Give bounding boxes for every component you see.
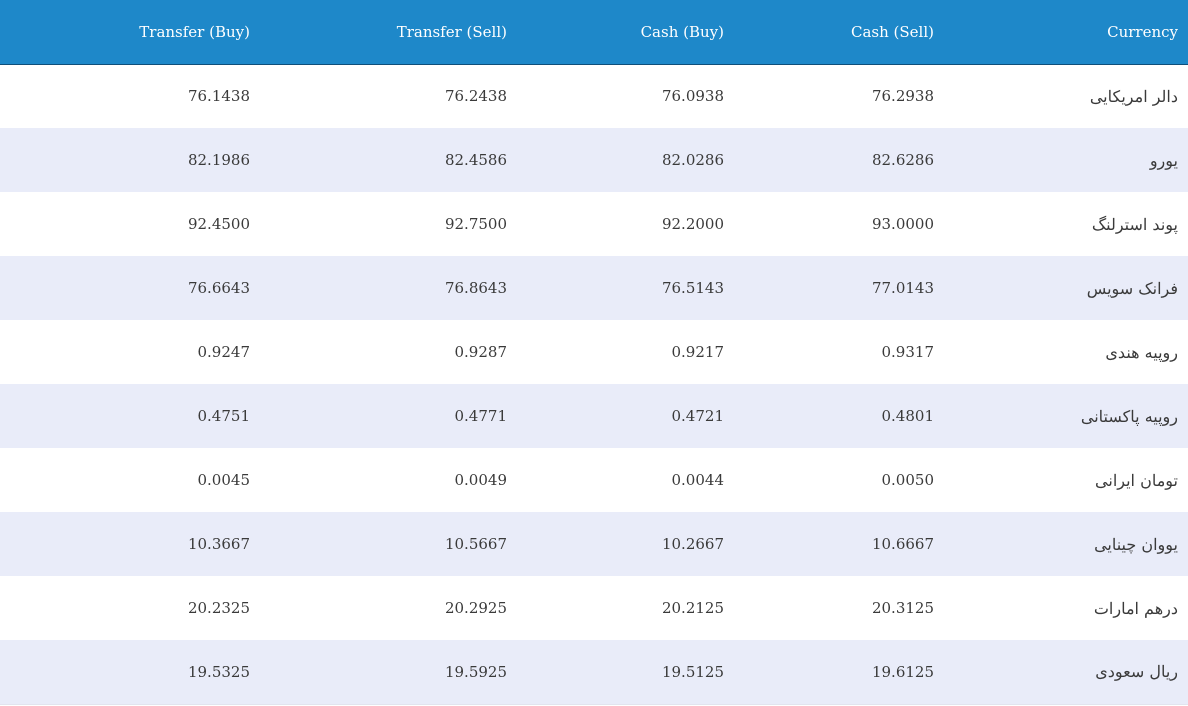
cell-transfer-buy: 10.3667	[187, 535, 250, 553]
header-cash-sell: Cash (Sell)	[734, 0, 944, 65]
table-row: 82.1986 82.4586 82.0286 82.6286 یورو	[0, 128, 1188, 192]
cell-transfer-sell: 20.2925	[444, 599, 507, 617]
header-row: Transfer (Buy) Transfer (Sell) Cash (Buy…	[0, 0, 1188, 65]
cell-transfer-sell: 92.7500	[444, 215, 507, 233]
cell-cash-sell: 77.0143	[871, 279, 934, 297]
cell-currency: فرانک سویس	[1086, 278, 1178, 298]
cell-cash-buy: 76.0938	[661, 87, 724, 106]
table-row: 92.4500 92.7500 92.2000 93.0000 پوند است…	[0, 192, 1188, 256]
cell-cash-sell: 0.4801	[881, 407, 935, 425]
cell-transfer-buy: 76.6643	[187, 279, 250, 297]
table-row: 0.9247 0.9287 0.9217 0.9317 روپیه هندی	[0, 320, 1188, 384]
table-header: Transfer (Buy) Transfer (Sell) Cash (Buy…	[0, 0, 1188, 65]
cell-cash-buy: 76.5143	[661, 279, 724, 297]
cell-currency: یورو	[1149, 150, 1178, 170]
cell-currency: ریال سعودی	[944, 640, 1188, 705]
cell-cash-sell: 10.6667	[871, 535, 934, 553]
cell-cash-buy: 10.2667	[661, 535, 724, 553]
cell-cash-buy: 0.9217	[671, 343, 725, 361]
cell-cash-sell: 76.2938	[871, 87, 934, 106]
cell-transfer-sell: 10.5667	[444, 535, 507, 553]
cell-transfer-sell: 76.8643	[444, 279, 507, 297]
table-row: 10.3667 10.5667 10.2667 10.6667 یووان چی…	[0, 512, 1188, 576]
cell-transfer-buy: 82.1986	[187, 151, 250, 169]
cell-cash-sell: 20.3125	[871, 599, 934, 617]
table-row: 76.6643 76.8643 76.5143 77.0143 فرانک سو…	[0, 256, 1188, 320]
header-currency: Currency	[944, 0, 1188, 65]
cell-transfer-sell: 82.4586	[444, 151, 507, 169]
cell-currency: دالر امریکایی	[1089, 86, 1178, 106]
cell-transfer-buy: 19.5325	[0, 640, 260, 705]
cell-transfer-buy: 20.2325	[187, 599, 250, 617]
table-row: 0.0045 0.0049 0.0044 0.0050 تومان ایرانی	[0, 448, 1188, 512]
cell-transfer-buy: 92.4500	[187, 215, 250, 233]
header-transfer-sell: Transfer (Sell)	[260, 0, 517, 65]
cell-transfer-buy: 0.0045	[197, 471, 251, 489]
cell-transfer-buy: 76.1438	[187, 87, 250, 106]
cell-currency: درهم امارات	[1093, 598, 1178, 618]
cell-cash-buy: 0.0044	[671, 471, 725, 489]
cell-cash-sell: 93.0000	[871, 215, 934, 233]
cell-cash-buy: 92.2000	[661, 215, 724, 233]
table-row: 76.1438 76.2438 76.0938 76.2938 دالر امر…	[0, 64, 1188, 128]
table-row: 19.5325 19.5925 19.5125 19.6125 ریال سعو…	[0, 640, 1188, 705]
table-body: 76.1438 76.2438 76.0938 76.2938 دالر امر…	[0, 64, 1188, 705]
cell-transfer-buy: 0.4751	[197, 407, 251, 425]
cell-cash-buy: 19.5125	[517, 640, 734, 705]
cell-cash-sell: 0.0050	[881, 471, 935, 489]
cell-cash-buy: 0.4721	[671, 407, 725, 425]
cell-currency: روپیه پاکستانی	[1080, 406, 1178, 426]
cell-cash-buy: 82.0286	[661, 151, 724, 169]
table-row: 0.4751 0.4771 0.4721 0.4801 روپیه پاکستا…	[0, 384, 1188, 448]
header-transfer-buy: Transfer (Buy)	[0, 0, 260, 65]
cell-transfer-sell: 19.5925	[260, 640, 517, 705]
cell-cash-sell: 19.6125	[734, 640, 944, 705]
cell-transfer-sell: 0.4771	[454, 407, 508, 425]
cell-currency: روپیه هندی	[1105, 342, 1178, 362]
cell-currency: پوند استرلنگ	[1091, 214, 1178, 234]
header-cash-buy: Cash (Buy)	[517, 0, 734, 65]
cell-transfer-buy: 0.9247	[197, 343, 251, 361]
cell-transfer-sell: 0.9287	[454, 343, 508, 361]
cell-cash-buy: 20.2125	[661, 599, 724, 617]
cell-cash-sell: 0.9317	[881, 343, 935, 361]
cell-currency: یووان چینایی	[1094, 534, 1178, 554]
table-row: 20.2325 20.2925 20.2125 20.3125 درهم اما…	[0, 576, 1188, 640]
cell-currency: تومان ایرانی	[1095, 470, 1178, 490]
cell-transfer-sell: 0.0049	[454, 471, 508, 489]
cell-transfer-sell: 76.2438	[444, 87, 507, 106]
cell-cash-sell: 82.6286	[871, 151, 934, 169]
